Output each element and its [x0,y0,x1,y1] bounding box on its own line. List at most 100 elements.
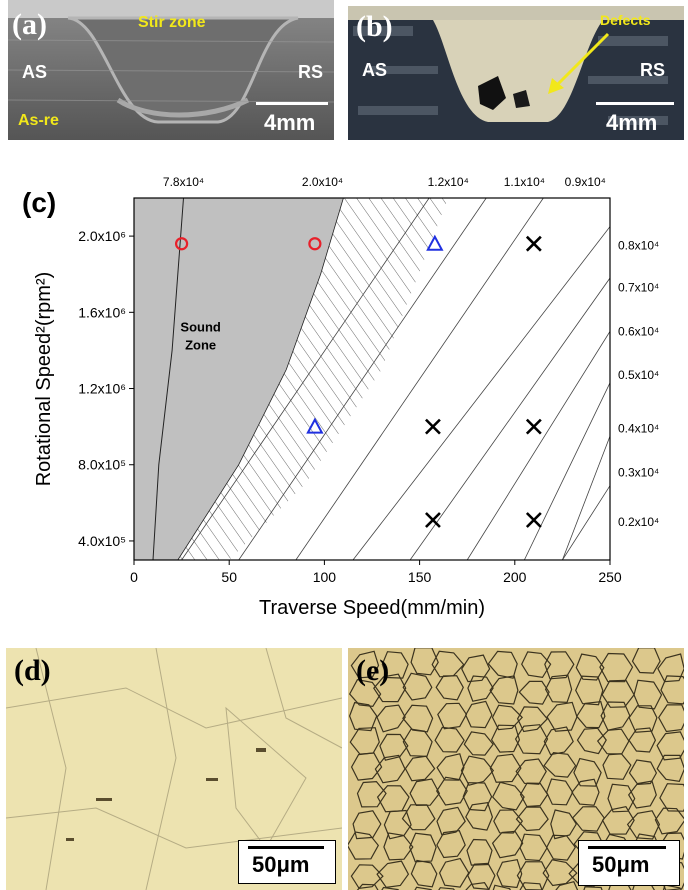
contour-right-label: 0.8x10⁴ [618,239,659,253]
contour-line [466,331,610,560]
grain-boundary [656,754,684,782]
grain-boundary [348,831,380,860]
grain-boundary [463,731,494,756]
stir-zone-label: Stir zone [138,14,206,31]
grain-boundary [599,652,634,683]
contour-right-label: 0.5x10⁴ [618,368,659,382]
sound-zone-label: Zone [185,337,216,352]
y-tick-label: 1.2x10⁶ [78,381,126,397]
grain-boundary [576,727,607,755]
contour-line [177,198,344,560]
grain-boundary [628,759,658,786]
grain-boundary [437,702,468,730]
contour-line [181,198,430,560]
grain-boundary [521,651,552,679]
scale-label-d: 50μm [252,852,310,877]
as-label-b: AS [362,60,388,80]
grain-boundary [461,654,491,683]
grain-boundary [491,830,524,859]
contour-line [352,226,610,560]
grain-boundary [544,674,573,704]
contour-right-label: 0.3x10⁴ [618,465,659,479]
grain-boundary [576,701,606,729]
x-tick-label: 200 [503,569,527,585]
grain-boundary [601,806,635,835]
grain-boundary [383,832,414,861]
grain-boundary [435,776,468,806]
triangle-marker [306,417,324,434]
scale-bar-b [596,102,674,105]
contour-line [295,198,544,560]
grain-boundary [434,726,465,753]
grain-boundary [546,778,574,806]
grain-boundary [573,757,602,787]
grain-boundary [402,704,434,733]
triangle-marker [426,234,444,251]
grain-boundary [656,731,684,761]
grain-boundary [490,724,521,753]
grain-boundary [352,810,382,840]
contour-line [238,198,487,560]
scale-label-b: 4mm [606,110,658,135]
sound-zone-region [134,198,344,560]
grain-boundary [410,859,438,888]
grain-boundary [543,751,577,778]
grain-boundary [436,829,466,859]
grain-boundary [519,782,549,808]
scale-bar-a [256,102,328,105]
grain-boundary [402,728,433,758]
scale-label-a: 4mm [264,110,316,135]
weld-macrograph-b [348,6,684,140]
grain-boundary [519,882,543,890]
grain-boundary [487,650,518,679]
grain-boundary [543,726,574,756]
contour-line [562,436,610,560]
x-tick-label: 0 [130,569,138,585]
circle-marker [175,237,189,251]
scale-label-e: 50μm [592,852,650,877]
rs-label-a: RS [298,62,324,82]
weld-macrograph-a [8,0,334,140]
y-axis-label: Rotational Speed²(rpm²) [33,272,55,487]
cross-marker [425,418,441,435]
grain-boundary [657,653,684,683]
grain-boundary [401,804,436,831]
contour-right-label: 0.4x10⁴ [618,422,659,436]
contour-line [409,277,610,560]
grain-boundary [438,857,470,888]
plot-clip-group [134,198,610,560]
grain-boundary [628,727,657,753]
grain-boundary [350,864,384,890]
grain-boundary [436,806,466,836]
grain-boundary [465,700,493,729]
x-tick-label: 150 [408,569,432,585]
scale-bar-e [588,846,666,849]
cross-marker [525,418,542,435]
grain-boundary [374,754,406,784]
grain-boundary [515,806,549,832]
grain-boundary [571,806,605,832]
grain-boundary [491,781,525,811]
grain-boundary [657,704,684,733]
grain-boundary [575,653,605,681]
grain-boundary [409,778,441,807]
grain-boundary [356,780,387,808]
grain-boundary [654,807,684,835]
grain-boundary [489,675,519,705]
grain-boundary [516,706,549,733]
panel-e-letter: (e) [356,654,390,687]
contour-top-label: 2.0x10⁴ [302,175,343,189]
grain-boundary [660,675,684,705]
sound-zone-label: Sound [180,319,220,334]
contour-right-label: 0.2x10⁴ [618,515,659,529]
grain-boundary [350,752,383,781]
x-tick-label: 50 [221,569,237,585]
process-window-chart: (c) 0 50 100 150 200 250 4.0x10⁵ 8.0x10⁵ 1.2x10⁶… [22,175,659,619]
contour-top-label: 1.2x10⁴ [428,175,469,189]
contour-right-label: 0.7x10⁴ [618,281,659,295]
grain-boundary [575,675,604,706]
grain-boundary [489,753,522,783]
grain-boundary [465,802,494,831]
y-tick-label: 2.0x10⁶ [78,228,126,244]
y-tick-label: 1.6x10⁶ [78,304,126,320]
